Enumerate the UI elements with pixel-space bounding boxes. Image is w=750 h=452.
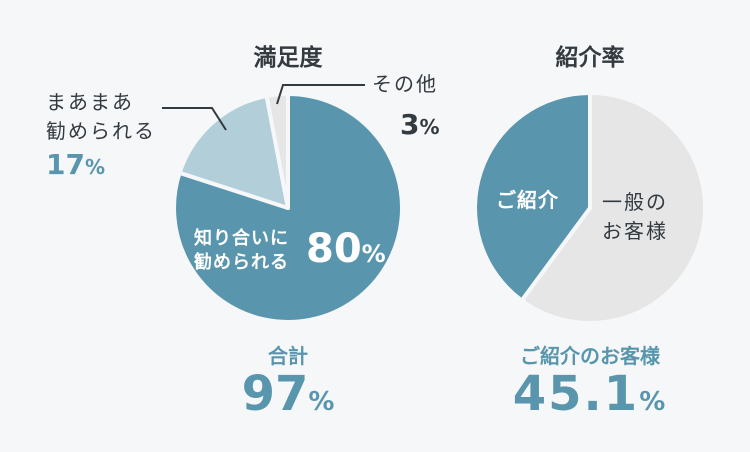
total-unit: %: [308, 387, 335, 417]
somewhat-unit: %: [84, 155, 106, 179]
somewhat-label-line1: まあまあ: [46, 90, 134, 114]
referral-value: 45.1: [512, 366, 640, 422]
somewhat-label-line2: 勧められる: [46, 119, 156, 143]
referral-summary-percent: 45.1%: [470, 366, 710, 422]
other-label: その他: [372, 72, 438, 96]
slice-somewhat-recommend: [177, 94, 290, 210]
recommend-percent: 80%: [306, 226, 386, 272]
total-percent: 97%: [188, 366, 388, 422]
somewhat-value: 17: [46, 148, 85, 181]
leader-line-somewhat: [162, 107, 227, 131]
slice-referral: [473, 91, 592, 303]
recommend-label: 知り合いに 勧められる: [194, 227, 289, 275]
slice-general-customers: [519, 91, 707, 325]
general-label-line2: お客様: [602, 219, 668, 243]
recommend-label-line2: 勧められる: [194, 252, 289, 273]
referral-title: 紹介率: [555, 45, 625, 71]
other-value: 3: [400, 108, 420, 141]
referral-unit: %: [639, 387, 668, 417]
satisfaction-pie: [162, 84, 404, 324]
satisfaction-title: 満足度: [253, 45, 323, 71]
referral-slice-label: ご紹介: [496, 188, 559, 212]
recommend-value: 80: [306, 226, 362, 272]
somewhat-label: まあまあ 勧められる: [46, 88, 156, 146]
somewhat-percent: 17%: [46, 148, 105, 181]
total-value: 97: [241, 366, 309, 422]
other-unit: %: [419, 115, 440, 139]
other-percent: 3%: [400, 108, 440, 141]
total-label: 合計: [268, 344, 308, 368]
referral-summary-label: ご紹介のお客様: [520, 344, 660, 368]
general-label-line1: 一般の: [602, 190, 668, 214]
slice-other: [264, 91, 290, 210]
recommend-unit: %: [361, 240, 386, 268]
general-customers-label: 一般の お客様: [602, 188, 668, 246]
recommend-label-line1: 知り合いに: [194, 228, 289, 249]
leader-line-other: [276, 84, 365, 105]
referral-pie: [473, 91, 707, 325]
